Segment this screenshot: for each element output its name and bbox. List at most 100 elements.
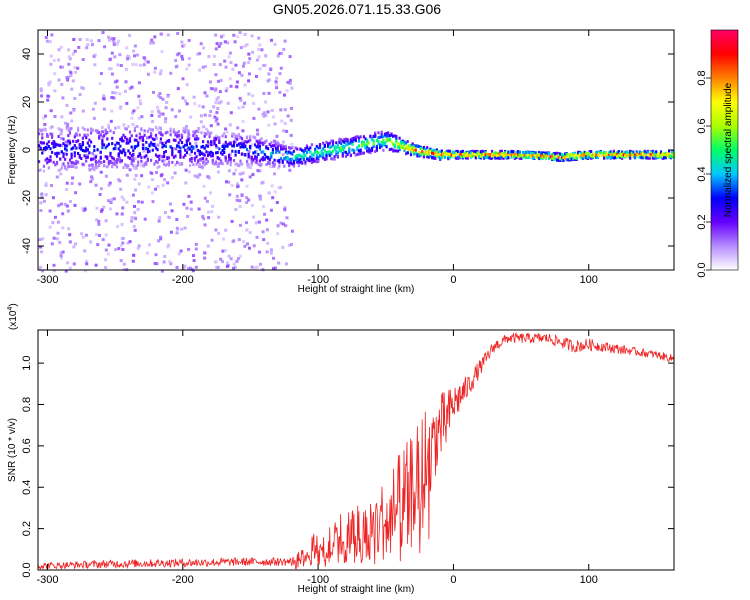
- heatmap-cell: [255, 139, 258, 143]
- heatmap-cell: [218, 157, 221, 161]
- heatmap-cell: [161, 142, 164, 145]
- heatmap-cell: [317, 146, 320, 150]
- heatmap-cell: [413, 146, 416, 150]
- heatmap-cell: [50, 184, 53, 187]
- heatmap-cell: [214, 73, 218, 77]
- heatmap-cell: [174, 59, 178, 62]
- heatmap-cell: [167, 139, 171, 142]
- heatmap-cell: [247, 52, 251, 56]
- heatmap-cell: [107, 123, 110, 127]
- heatmap-cell: [262, 115, 266, 118]
- heatmap-cell: [172, 128, 175, 132]
- heatmap-cell: [75, 132, 78, 136]
- heatmap-cell: [166, 33, 170, 37]
- heatmap-cell: [85, 146, 88, 150]
- heatmap-cell: [187, 194, 191, 198]
- heatmap-cell: [147, 185, 151, 189]
- heatmap-cell: [57, 151, 60, 155]
- heatmap-cell: [309, 159, 312, 163]
- heatmap-cell: [367, 149, 370, 153]
- heatmap-cell: [552, 153, 555, 157]
- heatmap-cell: [91, 157, 94, 161]
- heatmap-cell: [112, 197, 116, 201]
- heatmap-cell: [198, 157, 201, 161]
- heatmap-cell: [115, 212, 119, 216]
- heatmap-cell: [163, 151, 166, 154]
- heatmap-cell: [239, 135, 242, 139]
- y-tick-label: 20: [21, 96, 33, 108]
- heatmap-cell: [520, 156, 523, 160]
- heatmap-cell: [116, 225, 120, 229]
- heatmap-cell: [114, 163, 117, 167]
- heatmap-cell: [369, 151, 372, 155]
- heatmap-cell: [484, 153, 487, 157]
- heatmap-cell: [140, 115, 144, 119]
- heatmap-cell: [482, 152, 486, 156]
- heatmap-cell: [74, 165, 78, 169]
- heatmap-cell: [392, 142, 395, 146]
- heatmap-cell: [120, 139, 123, 143]
- heatmap-cell: [182, 127, 185, 130]
- heatmap-cell: [146, 150, 149, 154]
- heatmap-cell: [46, 98, 50, 102]
- heatmap-cell: [105, 165, 109, 169]
- heatmap-cell: [65, 76, 69, 80]
- heatmap-cell: [182, 129, 185, 133]
- colorbar: 0.00.20.40.60.8 Normalized spectral ampl…: [696, 29, 739, 278]
- heatmap-cell: [281, 153, 285, 157]
- heatmap-cell: [185, 128, 188, 132]
- heatmap-cell: [530, 151, 533, 155]
- heatmap-cell: [115, 85, 119, 89]
- heatmap-cell: [559, 157, 562, 161]
- heatmap-cell: [61, 226, 65, 230]
- heatmap-cell: [85, 38, 89, 42]
- heatmap-cell: [98, 159, 101, 163]
- heatmap-cell: [403, 148, 406, 152]
- heatmap-cell: [85, 156, 88, 159]
- heatmap-cell: [151, 120, 155, 123]
- heatmap-cell: [150, 135, 153, 138]
- heatmap-cell: [153, 138, 156, 142]
- heatmap-cell: [132, 49, 136, 53]
- heatmap-cell: [114, 147, 117, 150]
- heatmap-cell: [90, 177, 94, 181]
- heatmap-cell: [224, 65, 228, 69]
- heatmap-cell: [531, 151, 534, 155]
- heatmap-cell: [419, 152, 422, 156]
- heatmap-cell: [379, 135, 382, 139]
- heatmap-cell: [504, 151, 507, 155]
- heatmap-cell: [104, 266, 108, 269]
- heatmap-cell: [556, 154, 559, 157]
- y-tick-label: 0.8: [21, 397, 33, 412]
- heatmap-cell: [482, 156, 486, 160]
- heatmap-cell: [245, 201, 249, 204]
- heatmap-cell: [107, 126, 110, 130]
- heatmap-cell: [219, 159, 223, 163]
- heatmap-cell: [573, 158, 577, 161]
- heatmap-cell: [193, 156, 197, 160]
- heatmap-cell: [599, 151, 602, 155]
- heatmap-cell: [241, 137, 244, 141]
- heatmap-cell: [343, 145, 346, 148]
- heatmap-cell: [279, 108, 283, 112]
- heatmap-cell: [99, 72, 103, 75]
- heatmap-cell: [52, 140, 55, 144]
- heatmap-cell: [97, 222, 101, 226]
- heatmap-cell: [127, 155, 130, 159]
- heatmap-cell: [573, 152, 577, 156]
- heatmap-cell: [159, 174, 163, 178]
- heatmap-cell: [353, 149, 356, 153]
- heatmap-cell: [411, 149, 414, 153]
- heatmap-cell: [241, 145, 244, 149]
- heatmap-cell: [156, 155, 159, 158]
- heatmap-cell: [317, 151, 320, 155]
- heatmap-cell: [518, 154, 521, 158]
- heatmap-cell: [559, 152, 562, 156]
- heatmap-cell: [104, 128, 107, 132]
- heatmap-cell: [413, 145, 416, 149]
- heatmap-cell: [180, 141, 184, 145]
- heatmap-cell: [176, 132, 179, 135]
- heatmap-cell: [70, 147, 73, 151]
- heatmap-cell: [184, 153, 187, 157]
- heatmap-cell: [221, 149, 224, 152]
